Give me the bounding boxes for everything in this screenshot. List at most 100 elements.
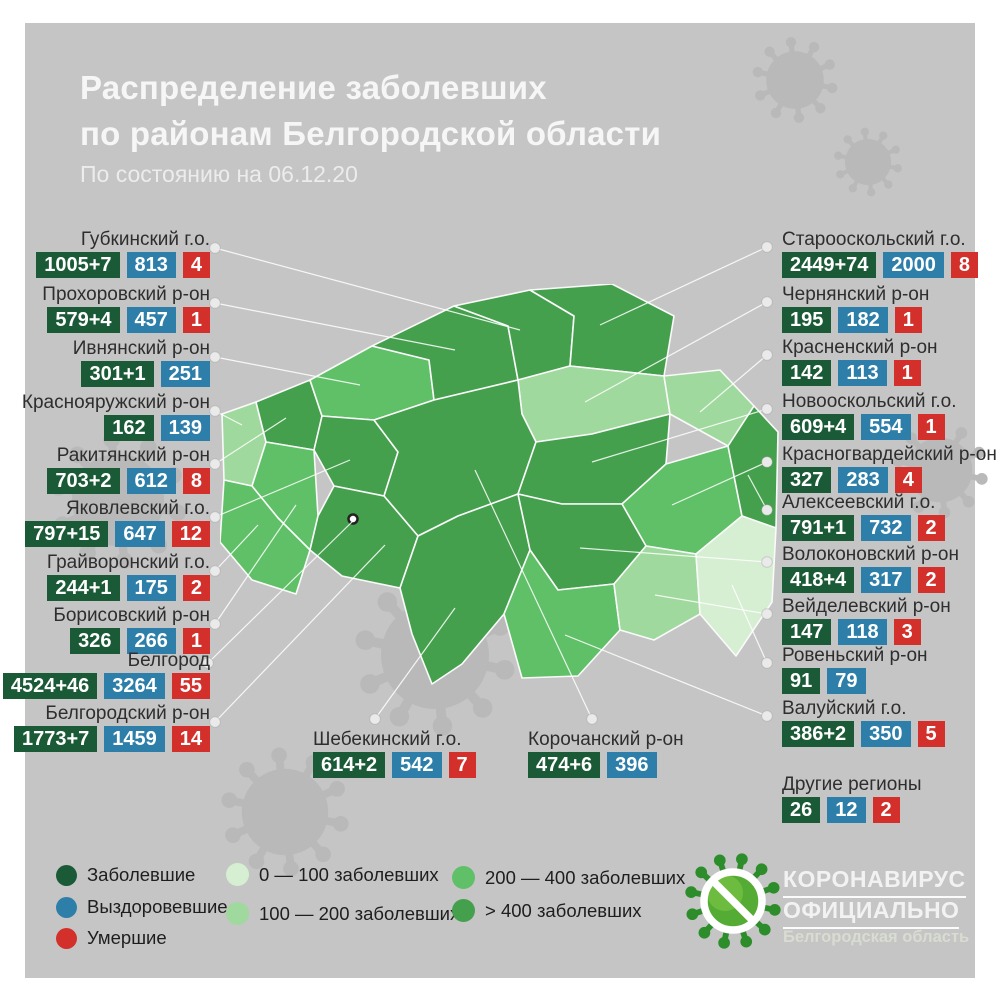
deaths-badge: 2: [872, 797, 900, 823]
title-line1: Распределение заболевших: [80, 69, 547, 106]
recovered-badge: 175: [126, 575, 176, 601]
recovered-badge: 457: [126, 307, 176, 333]
district-name: Шебекинский г.о.: [313, 729, 462, 750]
district-row: Чернянский р-он 195 182 1: [782, 285, 1000, 333]
badge-group: 1773+7 1459 14: [10, 726, 210, 752]
legend-item: Выздоровевшие: [56, 896, 228, 918]
legend-color-dot: [452, 866, 475, 889]
infected-badge: 703+2: [47, 468, 120, 494]
district-name: Губкинский г.о.: [80, 229, 210, 250]
district-row: Другие регионы 26 12 2: [782, 775, 1000, 823]
recovered-badge: 317: [861, 567, 911, 593]
deaths-badge: 5: [917, 721, 945, 747]
recovered-badge: 283: [838, 467, 888, 493]
district-name: Борисовский р-он: [53, 605, 210, 626]
infected-badge: 609+4: [782, 414, 855, 440]
badge-group: 386+2 350 5: [782, 721, 1000, 747]
district-name: Ракитянский р-он: [56, 445, 210, 466]
legend-label: 0 — 100 заболевших: [259, 863, 439, 885]
deaths-badge: 1: [182, 628, 210, 654]
district-row: Корочанский р-он 474+6 396: [528, 730, 738, 778]
infected-badge: 1005+7: [36, 252, 120, 278]
deaths-badge: 14: [171, 726, 210, 752]
badge-group: 142 113 1: [782, 360, 1000, 386]
district-row: Ровеньский р-он 91 79: [782, 646, 1000, 694]
deaths-badge: 12: [171, 521, 210, 547]
page-title: Распределение заболевших по районам Белг…: [80, 65, 661, 157]
recovered-badge: 542: [392, 752, 442, 778]
recovered-badge: 1459: [104, 726, 165, 752]
district-row: Белгородский р-он 1773+7 1459 14: [10, 704, 210, 752]
badge-group: 26 12 2: [782, 797, 1000, 823]
legend-item: Заболевшие: [56, 864, 195, 886]
district-name: Старооскольский г.о.: [782, 229, 966, 250]
district-row: Красненский р-он 142 113 1: [782, 338, 1000, 386]
recovered-badge: 79: [827, 668, 866, 694]
logo-line1: КОРОНАВИРУС: [783, 866, 966, 898]
badge-group: 418+4 317 2: [782, 567, 1000, 593]
recovered-badge: 113: [838, 360, 887, 386]
district-row: Красногвардейский р-он 327 283 4: [782, 445, 1000, 493]
infected-badge: 301+1: [81, 361, 154, 387]
district-name: Валуйский г.о.: [782, 698, 907, 719]
recovered-badge: 266: [126, 628, 176, 654]
deaths-badge: 55: [171, 673, 210, 699]
district-row: Ивнянский р-он 301+1 251: [10, 339, 210, 387]
district-name: Красногвардейский р-он: [782, 444, 997, 465]
district-name: Ровеньский р-он: [782, 645, 928, 666]
deaths-badge: 1: [917, 414, 945, 440]
recovered-badge: 350: [861, 721, 911, 747]
district-name: Красненский р-он: [782, 337, 938, 358]
district-row: Шебекинский г.о. 614+2 542 7: [313, 730, 523, 778]
district-name: Ивнянский р-он: [72, 338, 210, 359]
legend-color-dot: [452, 899, 475, 922]
infected-badge: 147: [782, 619, 832, 645]
legend-item: Умершие: [56, 927, 167, 949]
deaths-badge: 8: [182, 468, 210, 494]
virus-shape: [834, 127, 902, 197]
legend-label: 200 — 400 заболевших: [485, 866, 686, 888]
district-name: Чернянский р-он: [782, 284, 930, 305]
recovered-badge: 3264: [104, 673, 165, 699]
badge-group: 474+6 396: [528, 752, 738, 778]
recovered-badge: 251: [160, 361, 210, 387]
district-name: Грайворонский г.о.: [46, 552, 210, 573]
recovered-badge: 118: [838, 619, 887, 645]
legend-label: > 400 заболевших: [485, 899, 642, 921]
recovered-badge: 612: [126, 468, 176, 494]
badge-group: 147 118 3: [782, 619, 1000, 645]
legend-item: 200 — 400 заболевших: [452, 866, 685, 889]
district-name: Вейделевский р-он: [782, 596, 951, 617]
district-row: Волоконовский р-он 418+4 317 2: [782, 545, 1000, 593]
legend-label: Умершие: [87, 927, 167, 948]
recovered-badge: 139: [160, 415, 210, 441]
badge-group: 326 266 1: [10, 628, 210, 654]
legend-color-dot: [56, 927, 77, 949]
legend-item: 0 — 100 заболевших: [226, 863, 439, 886]
district-name: Краснояружский р-он: [21, 392, 210, 413]
badge-group: 797+15 647 12: [10, 521, 210, 547]
infected-badge: 791+1: [782, 515, 855, 541]
legend-label: Выздоровевшие: [87, 896, 228, 917]
deaths-badge: 4: [894, 467, 922, 493]
district-row: Краснояружский р-он 162 139: [10, 393, 210, 441]
logo-line2: ОФИЦИАЛЬНО: [783, 897, 960, 929]
deaths-badge: 1: [894, 307, 922, 333]
district-name: Алексеевский г.о.: [782, 492, 936, 513]
infected-badge: 2449+74: [782, 252, 877, 278]
infected-badge: 142: [782, 360, 832, 386]
recovered-badge: 182: [838, 307, 888, 333]
badge-group: 614+2 542 7: [313, 752, 523, 778]
infected-badge: 418+4: [782, 567, 855, 593]
deaths-badge: 8: [950, 252, 979, 278]
infected-badge: 327: [782, 467, 832, 493]
legend-label: Заболевшие: [87, 864, 196, 885]
infected-badge: 195: [782, 307, 832, 333]
deaths-badge: 2: [917, 515, 945, 541]
district-row: Алексеевский г.о. 791+1 732 2: [782, 493, 1000, 541]
deaths-badge: 4: [182, 252, 210, 278]
recovered-badge: 396: [607, 752, 657, 778]
badge-group: 162 139: [10, 415, 210, 441]
district-name: Другие регионы: [782, 774, 922, 795]
district-row: Старооскольский г.о. 2449+74 2000 8: [782, 230, 1000, 278]
